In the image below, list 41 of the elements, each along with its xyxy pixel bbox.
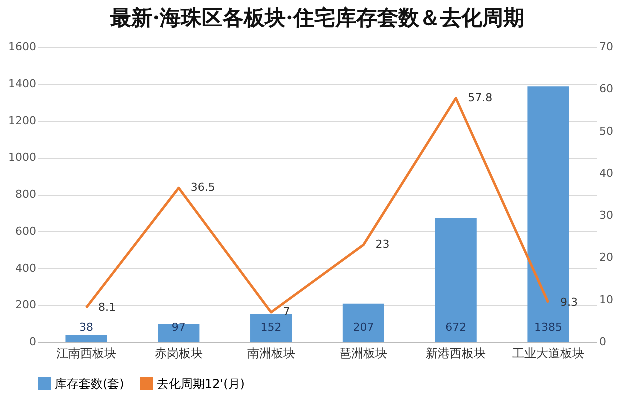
y-tick-label: 1600 bbox=[8, 40, 36, 54]
y-tick-label: 600 bbox=[16, 224, 36, 238]
y-tick-label: 0 bbox=[30, 336, 36, 348]
data-label: 1385 bbox=[534, 321, 562, 334]
legend-label: 库存套数(套) bbox=[55, 376, 124, 391]
bar bbox=[66, 334, 108, 342]
x-tick-label: 琶洲板块 bbox=[340, 346, 388, 360]
data-label: 8.1 bbox=[98, 300, 116, 314]
legend-label: 去化周期12'(月) bbox=[157, 376, 245, 391]
data-label: 23 bbox=[376, 238, 390, 252]
data-label: 38 bbox=[80, 321, 94, 334]
data-label: 207 bbox=[353, 321, 374, 334]
y2-tick-label: 0 bbox=[600, 336, 606, 348]
bar bbox=[250, 314, 292, 342]
bar bbox=[435, 218, 477, 342]
y-tick-label: 400 bbox=[16, 262, 36, 275]
data-label: 97 bbox=[172, 321, 186, 334]
y2-tick-label: 60 bbox=[600, 82, 614, 96]
data-label: 672 bbox=[446, 321, 467, 334]
bar bbox=[342, 304, 384, 342]
y-tick-label: 1000 bbox=[8, 151, 36, 164]
chart-title: 最新·海珠区各板块·住宅库存套数＆去化周期 bbox=[110, 5, 524, 30]
x-tick-label: 新港西板块 bbox=[426, 346, 486, 360]
x-tick-label: 工业大道板块 bbox=[512, 346, 584, 360]
data-label: 57.8 bbox=[468, 91, 493, 104]
x-tick-label: 江南西板块 bbox=[56, 346, 117, 360]
y2-tick-label: 70 bbox=[600, 40, 614, 54]
data-label: 36.5 bbox=[190, 181, 216, 194]
y-tick-label: 1400 bbox=[8, 77, 36, 90]
y-tick-label: 1200 bbox=[8, 114, 36, 128]
y2-tick-label: 20 bbox=[600, 251, 614, 264]
y2-tick-label: 50 bbox=[600, 124, 614, 138]
y-tick-label: 200 bbox=[16, 298, 36, 312]
data-label: 152 bbox=[260, 321, 282, 334]
y-tick-label: 800 bbox=[16, 188, 36, 201]
y2-tick-label: 30 bbox=[600, 209, 614, 222]
bar bbox=[158, 324, 200, 342]
y2-tick-label: 10 bbox=[600, 293, 614, 306]
x-tick-label: 赤岗板块 bbox=[154, 346, 203, 360]
x-tick-label: 南洲板块 bbox=[247, 346, 296, 360]
y2-tick-label: 40 bbox=[600, 166, 614, 180]
